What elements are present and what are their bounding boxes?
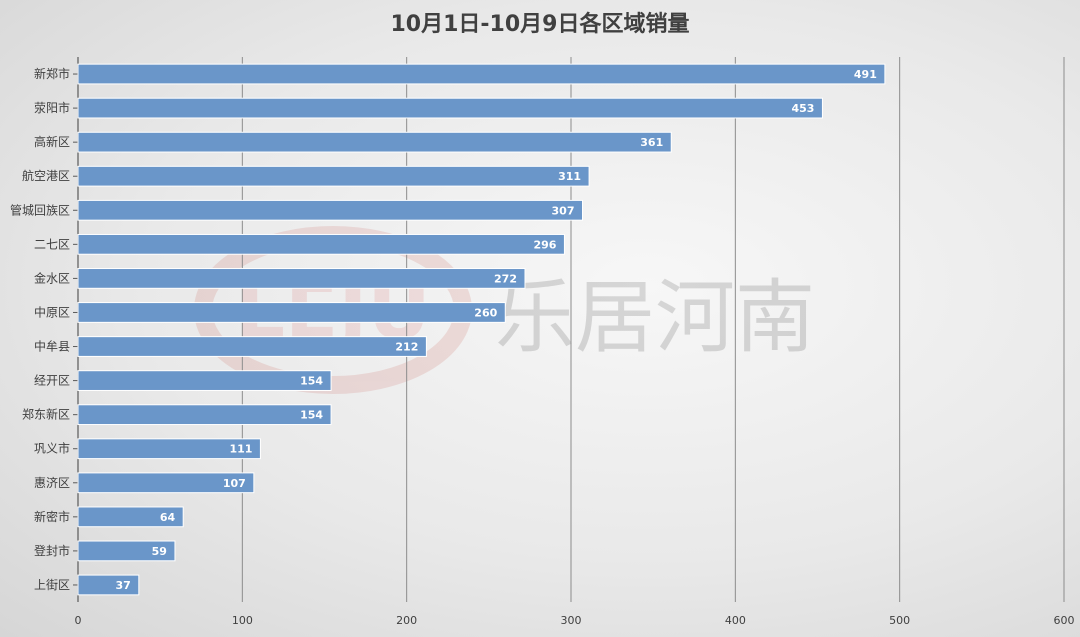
x-tick-label: 300 xyxy=(561,614,582,627)
category-label: 经开区 xyxy=(34,374,70,388)
category-label: 登封市 xyxy=(34,543,70,558)
data-label: 491 xyxy=(854,68,877,81)
data-label: 154 xyxy=(300,409,323,422)
data-label: 272 xyxy=(494,272,517,285)
category-label: 上街区 xyxy=(34,578,70,592)
data-label: 212 xyxy=(395,341,418,354)
category-label: 巩义市 xyxy=(34,441,70,456)
watermark-text: 乐居河南 xyxy=(495,271,815,364)
chart-title: 10月1日-10月9日各区域销量 xyxy=(390,12,690,37)
category-label: 惠济区 xyxy=(34,475,70,490)
bar xyxy=(77,302,506,323)
bar xyxy=(77,404,332,426)
data-label: 37 xyxy=(115,579,130,592)
category-label: 管城回族区 xyxy=(10,202,70,217)
bar xyxy=(77,199,584,221)
category-label: 金水区 xyxy=(34,270,70,285)
x-tick-label: 100 xyxy=(232,614,253,627)
category-label: 高新区 xyxy=(34,134,70,149)
category-label: 中原区 xyxy=(34,304,70,319)
x-tick-label: 200 xyxy=(396,614,417,627)
category-label: 航空港区 xyxy=(22,168,70,183)
data-label: 296 xyxy=(533,238,556,251)
category-label: 新密市 xyxy=(34,509,70,524)
data-label: 311 xyxy=(558,170,581,183)
bar xyxy=(77,370,332,391)
bar xyxy=(77,97,823,119)
x-tick-label: 0 xyxy=(75,614,82,627)
data-label: 307 xyxy=(552,204,575,217)
category-label: 新郑市 xyxy=(34,66,70,81)
category-label: 中牟县 xyxy=(34,339,70,354)
data-label: 260 xyxy=(474,306,497,319)
bar xyxy=(77,540,176,562)
data-label: 453 xyxy=(791,102,814,115)
category-label: 郑东新区 xyxy=(22,407,70,422)
bar xyxy=(77,574,140,596)
category-label: 二七区 xyxy=(34,237,70,251)
x-tick-label: 500 xyxy=(889,614,910,627)
data-label: 154 xyxy=(300,375,323,388)
bar xyxy=(77,472,255,494)
data-label: 107 xyxy=(223,477,246,490)
data-label: 111 xyxy=(229,443,252,456)
category-label: 荥阳市 xyxy=(34,100,70,115)
bar xyxy=(77,506,184,528)
data-label: 361 xyxy=(640,136,663,149)
bar xyxy=(77,268,526,289)
x-tick-label: 600 xyxy=(1054,614,1075,627)
bar xyxy=(77,63,886,85)
bar xyxy=(77,336,427,357)
data-label: 59 xyxy=(152,545,167,558)
x-tick-label: 400 xyxy=(725,614,746,627)
bar xyxy=(77,438,261,460)
bar xyxy=(77,233,565,255)
bar xyxy=(77,131,672,153)
data-label: 64 xyxy=(160,511,176,524)
bar xyxy=(77,165,590,187)
